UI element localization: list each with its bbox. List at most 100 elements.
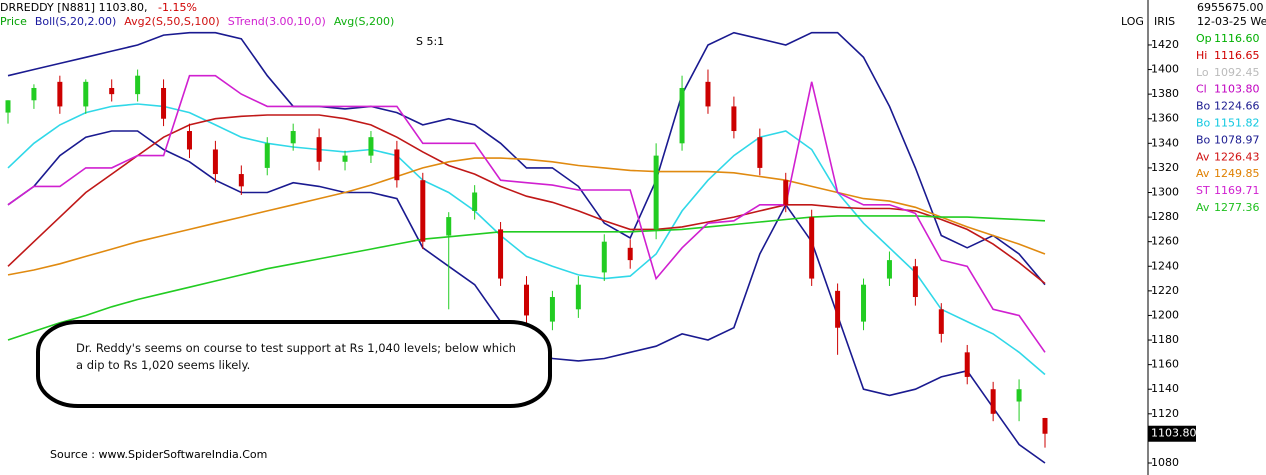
readout-value: 1078.97 — [1214, 133, 1260, 146]
candle-body — [420, 180, 426, 242]
candle-body — [238, 174, 244, 187]
annotation-wrap: Dr. Reddy's seems on course to test supp… — [76, 341, 516, 372]
candle-body — [912, 266, 918, 298]
candle-body — [653, 155, 659, 230]
y-tick-label: 1220 — [1151, 284, 1179, 297]
candle-body — [757, 137, 763, 168]
y-tick-label: 1260 — [1151, 235, 1179, 248]
change: -1.15% — [158, 1, 197, 14]
candle-body — [990, 389, 996, 414]
candle-body — [575, 284, 581, 310]
candle-body — [835, 290, 841, 328]
readout-label: Av — [1196, 201, 1210, 214]
annotation: Dr. Reddy's seems on course to test supp… — [76, 341, 516, 372]
readout-value: 1092.45 — [1214, 66, 1260, 79]
log-label: LOG — [1121, 15, 1144, 28]
readout-label: Hi — [1196, 49, 1207, 62]
last-price-label: 1103.80 — [1151, 427, 1197, 440]
readout-value: 1151.82 — [1214, 117, 1260, 130]
candle-body — [886, 260, 892, 279]
readout-value: 1277.36 — [1214, 201, 1260, 214]
candle-body — [549, 297, 555, 322]
candle-body — [524, 284, 529, 316]
annotation-box — [36, 320, 552, 408]
y-tick-label: 1080 — [1151, 456, 1179, 469]
candle-body — [161, 87, 167, 119]
y-tick-label: 1200 — [1151, 308, 1179, 321]
candle-body — [31, 87, 37, 101]
readout-label: Av — [1196, 167, 1210, 180]
indicator-label: Avg(S,200) — [334, 15, 394, 28]
candle-body — [938, 309, 944, 334]
readout-value: 1169.71 — [1214, 184, 1260, 197]
symbol: DRREDDY [N881] 1103.80, — [0, 1, 148, 14]
candle-body — [679, 87, 685, 144]
candle-body — [316, 137, 322, 162]
candle-body — [861, 284, 867, 322]
indicator-line — [7, 31, 1046, 286]
candle-body — [601, 241, 607, 273]
readout-label: Av — [1196, 150, 1210, 163]
indicator-label: STrend(3.00,10,0) — [228, 15, 326, 28]
candle-body — [368, 137, 374, 156]
readout-label: Op — [1196, 32, 1212, 45]
candle-body — [264, 143, 270, 168]
readout-value: 1116.60 — [1214, 32, 1260, 45]
indicator-line — [7, 114, 1046, 285]
readout-label: Lo — [1196, 66, 1209, 79]
candle-body — [186, 131, 192, 150]
candle-body — [964, 352, 970, 377]
candle-body — [290, 131, 296, 144]
candle-body — [809, 217, 815, 279]
candle-body — [705, 81, 711, 107]
y-tick-label: 1320 — [1151, 161, 1179, 174]
iris-label: IRIS — [1154, 15, 1175, 28]
top-value: 6955675.00 — [1197, 1, 1263, 14]
y-tick-label: 1300 — [1151, 186, 1179, 199]
readout-label: Cl — [1196, 83, 1207, 96]
indicator-label: Boll(S,20,2.00) — [35, 15, 116, 28]
y-tick-label: 1240 — [1151, 259, 1179, 272]
readout-value: 1103.80 — [1214, 83, 1260, 96]
readout-label: Bo — [1196, 117, 1211, 130]
y-tick-label: 1420 — [1151, 38, 1179, 51]
indicator-label: Price — [0, 15, 27, 28]
source: Source : www.SpiderSoftwareIndia.Com — [50, 448, 267, 461]
candle-body — [83, 81, 89, 107]
candle-body — [135, 75, 141, 95]
scale-note: S 5:1 — [416, 35, 444, 48]
candle-body — [212, 149, 218, 175]
readout-value: 1116.65 — [1214, 49, 1260, 62]
candle-body — [57, 81, 63, 107]
candle-body — [731, 106, 737, 132]
indicator-line — [7, 157, 1046, 276]
indicator-line — [7, 74, 1046, 353]
last-price-tag — [1148, 425, 1196, 442]
candle-body — [498, 229, 504, 279]
candle-body — [783, 180, 789, 205]
candle-body — [1042, 417, 1048, 434]
y-tick-label: 1180 — [1151, 333, 1179, 346]
top-date: 12-03-25 We — [1197, 15, 1266, 28]
candle-body — [394, 149, 400, 181]
readout-label: ST — [1196, 184, 1210, 197]
readout-value: 1226.43 — [1214, 150, 1260, 163]
y-tick-label: 1380 — [1151, 87, 1179, 100]
y-tick-label: 1400 — [1151, 63, 1179, 76]
readout-label: Bo — [1196, 100, 1211, 113]
readout-value: 1224.66 — [1214, 100, 1260, 113]
candle-body — [472, 192, 478, 211]
readout-label: Bo — [1196, 133, 1211, 146]
candle-body — [5, 100, 11, 113]
y-tick-label: 1280 — [1151, 210, 1179, 223]
candle-body — [446, 217, 452, 236]
y-tick-label: 1340 — [1151, 136, 1179, 149]
y-tick-label: 1120 — [1151, 407, 1179, 420]
y-tick-label: 1360 — [1151, 112, 1179, 125]
candle-body — [109, 87, 115, 95]
y-tick-label: 1160 — [1151, 358, 1179, 371]
indicator-label: Avg2(S,50,S,100) — [124, 15, 219, 28]
candle-body — [1016, 389, 1022, 402]
indicator-line — [7, 215, 1046, 341]
